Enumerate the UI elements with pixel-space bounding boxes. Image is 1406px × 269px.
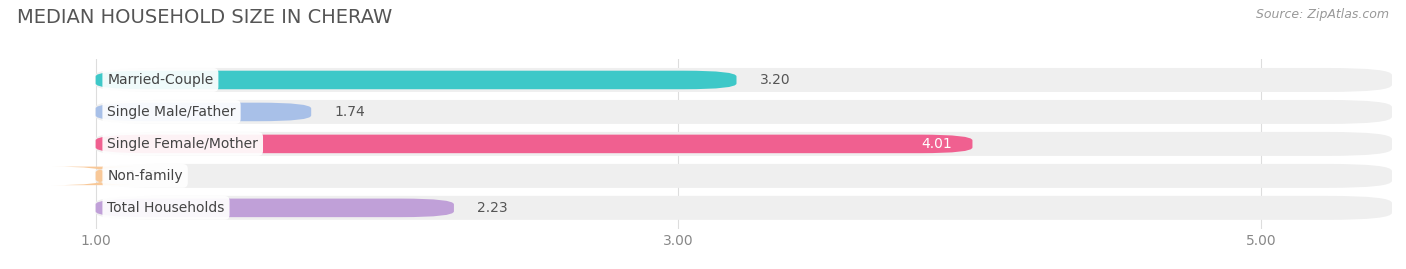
Text: Source: ZipAtlas.com: Source: ZipAtlas.com — [1256, 8, 1389, 21]
FancyBboxPatch shape — [52, 167, 148, 185]
FancyBboxPatch shape — [96, 68, 1392, 92]
FancyBboxPatch shape — [96, 164, 1392, 188]
Text: 2.23: 2.23 — [477, 201, 508, 215]
Text: 1.03: 1.03 — [128, 169, 159, 183]
FancyBboxPatch shape — [96, 71, 737, 89]
Text: 1.74: 1.74 — [335, 105, 366, 119]
FancyBboxPatch shape — [96, 132, 1392, 156]
Text: Total Households: Total Households — [107, 201, 225, 215]
Text: Married-Couple: Married-Couple — [107, 73, 214, 87]
Text: 3.20: 3.20 — [759, 73, 790, 87]
FancyBboxPatch shape — [96, 103, 311, 121]
FancyBboxPatch shape — [96, 196, 1392, 220]
Text: 4.01: 4.01 — [921, 137, 952, 151]
FancyBboxPatch shape — [96, 135, 973, 153]
Text: Single Female/Mother: Single Female/Mother — [107, 137, 259, 151]
FancyBboxPatch shape — [96, 100, 1392, 124]
FancyBboxPatch shape — [96, 199, 454, 217]
Text: Single Male/Father: Single Male/Father — [107, 105, 236, 119]
Text: Non-family: Non-family — [107, 169, 183, 183]
Text: MEDIAN HOUSEHOLD SIZE IN CHERAW: MEDIAN HOUSEHOLD SIZE IN CHERAW — [17, 8, 392, 27]
